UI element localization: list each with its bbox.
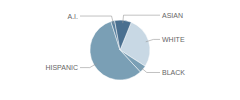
svg-text:HISPANIC: HISPANIC <box>45 64 78 71</box>
svg-text:WHITE: WHITE <box>162 36 185 43</box>
svg-text:A.I.: A.I. <box>67 13 78 20</box>
svg-text:BLACK: BLACK <box>162 69 185 76</box>
svg-text:ASIAN: ASIAN <box>162 12 183 19</box>
